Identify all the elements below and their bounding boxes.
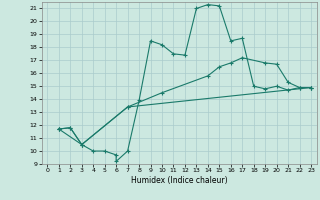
X-axis label: Humidex (Indice chaleur): Humidex (Indice chaleur) (131, 176, 228, 185)
